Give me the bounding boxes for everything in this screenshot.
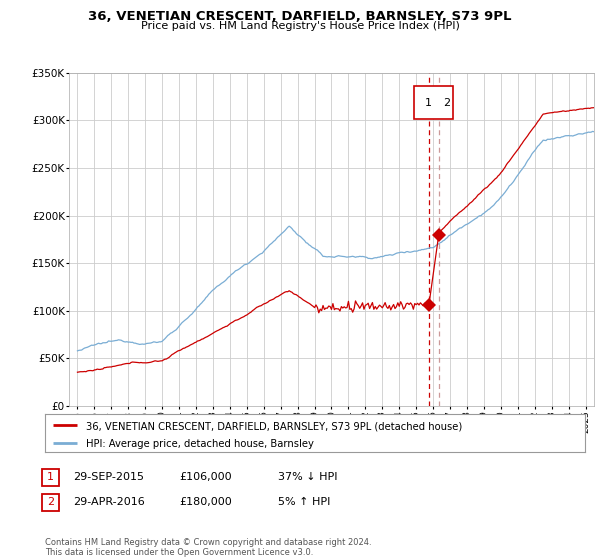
Text: 5% ↑ HPI: 5% ↑ HPI — [278, 497, 331, 507]
Text: 37% ↓ HPI: 37% ↓ HPI — [278, 472, 338, 482]
Text: £106,000: £106,000 — [179, 472, 232, 482]
Bar — [414, 86, 454, 119]
Text: Contains HM Land Registry data © Crown copyright and database right 2024.
This d: Contains HM Land Registry data © Crown c… — [45, 538, 371, 557]
Text: 29-SEP-2015: 29-SEP-2015 — [73, 472, 144, 482]
Text: 1: 1 — [425, 98, 432, 108]
Text: 36, VENETIAN CRESCENT, DARFIELD, BARNSLEY, S73 9PL (detached house): 36, VENETIAN CRESCENT, DARFIELD, BARNSLE… — [86, 422, 462, 432]
Text: 2: 2 — [47, 497, 54, 507]
Text: 2: 2 — [443, 98, 451, 108]
Text: £180,000: £180,000 — [179, 497, 232, 507]
Text: 36, VENETIAN CRESCENT, DARFIELD, BARNSLEY, S73 9PL: 36, VENETIAN CRESCENT, DARFIELD, BARNSLE… — [88, 10, 512, 23]
Text: 1: 1 — [47, 472, 54, 482]
Text: 29-APR-2016: 29-APR-2016 — [73, 497, 145, 507]
Text: HPI: Average price, detached house, Barnsley: HPI: Average price, detached house, Barn… — [86, 440, 313, 450]
Text: Price paid vs. HM Land Registry's House Price Index (HPI): Price paid vs. HM Land Registry's House … — [140, 21, 460, 31]
